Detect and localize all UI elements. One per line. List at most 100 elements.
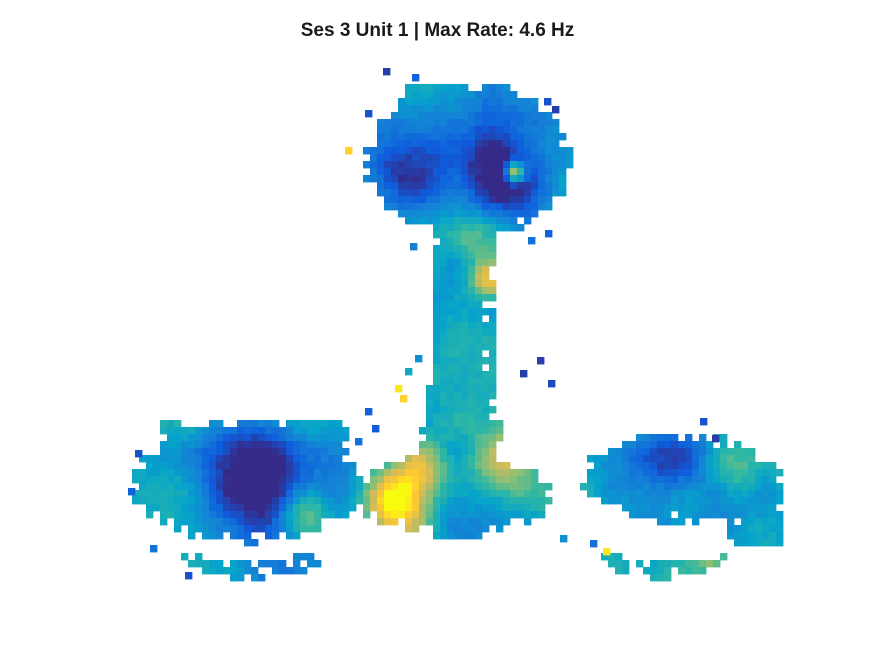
heatmap-cell (622, 441, 630, 449)
heatmap-cell (335, 448, 343, 456)
heatmap-cell (524, 182, 532, 190)
heatmap-cell (139, 490, 147, 498)
heatmap-cell (496, 154, 504, 162)
heatmap-cell (489, 427, 497, 435)
heatmap-cell (181, 553, 189, 561)
heatmap-cell (566, 154, 574, 162)
heatmap-cell (405, 126, 413, 134)
heatmap-cell (216, 427, 224, 435)
heatmap-cell (195, 553, 203, 561)
heatmap-cell (776, 518, 784, 526)
heatmap-cell (223, 490, 231, 498)
heatmap-cell (244, 420, 252, 428)
heatmap-cell (398, 196, 406, 204)
heatmap-cell (230, 560, 238, 568)
heatmap-cell (440, 98, 448, 106)
heatmap-cell (468, 378, 476, 386)
heatmap-cell (524, 217, 532, 225)
heatmap-cell (496, 147, 504, 155)
heatmap-cell (188, 462, 196, 470)
heatmap-cell (447, 217, 455, 225)
heatmap-cell (510, 126, 518, 134)
heatmap-cell (419, 168, 427, 176)
heatmap-cell (160, 441, 168, 449)
heatmap-cell (384, 168, 392, 176)
heatmap-cell (335, 427, 343, 435)
heatmap-cell (461, 182, 469, 190)
heatmap-cell (517, 119, 525, 127)
heatmap-cell (300, 511, 308, 519)
heatmap-cell (314, 497, 322, 505)
heatmap-cell (503, 147, 511, 155)
heatmap-cell (552, 154, 560, 162)
heatmap-cell (160, 511, 168, 519)
heatmap-cell (685, 434, 693, 442)
heatmap-cell (517, 490, 525, 498)
heatmap-cell (202, 525, 210, 533)
heatmap-cell (615, 497, 623, 505)
heatmap-cell (741, 448, 749, 456)
heatmap-cell (538, 511, 546, 519)
heatmap-cell (300, 490, 308, 498)
heatmap-cell (447, 245, 455, 253)
heatmap-cell (510, 504, 518, 512)
heatmap-cell (482, 287, 490, 295)
heatmap-cell (405, 182, 413, 190)
heatmap-cell (468, 336, 476, 344)
heatmap-cell (545, 497, 553, 505)
heatmap-cell (307, 553, 315, 561)
heatmap-cell (426, 413, 434, 421)
heatmap-cell (398, 112, 406, 120)
heatmap-cell (328, 448, 336, 456)
heatmap-cell (391, 175, 399, 183)
heatmap-cell (503, 175, 511, 183)
heatmap-cell (300, 427, 308, 435)
heatmap-cell (741, 476, 749, 484)
heatmap-cell (384, 140, 392, 148)
heatmap-cell (482, 105, 490, 113)
heatmap-cell (447, 273, 455, 281)
heatmap-cell (454, 266, 462, 274)
heatmap-cell (433, 105, 441, 113)
heatmap-cell (762, 539, 770, 547)
heatmap-cell (370, 497, 378, 505)
heatmap-cell (727, 490, 735, 498)
heatmap-cell (468, 357, 476, 365)
heatmap-cell (475, 287, 483, 295)
heatmap-cell (461, 462, 469, 470)
heatmap-cell (468, 105, 476, 113)
heatmap-cell (482, 91, 490, 99)
heatmap-cell (454, 161, 462, 169)
heatmap-cell (468, 259, 476, 267)
heatmap-cell (447, 189, 455, 197)
heatmap-cell (447, 371, 455, 379)
heatmap-cell (286, 455, 294, 463)
heatmap-cell (489, 336, 497, 344)
heatmap-cell (188, 434, 196, 442)
heatmap-cell (685, 490, 693, 498)
heatmap-cell (419, 441, 427, 449)
heatmap-cell (545, 483, 553, 491)
heatmap-cell (706, 511, 714, 519)
heatmap-cell (349, 497, 357, 505)
heatmap-cell (636, 560, 644, 568)
heatmap-stray-cell (128, 488, 136, 496)
heatmap-cell (405, 105, 413, 113)
heatmap-cell (489, 441, 497, 449)
heatmap-cell (181, 469, 189, 477)
heatmap-cell (440, 210, 448, 218)
heatmap-cell (384, 154, 392, 162)
heatmap-cell (321, 434, 329, 442)
heatmap-cell (419, 105, 427, 113)
heatmap-cell (482, 238, 490, 246)
heatmap-cell (489, 455, 497, 463)
heatmap-cell (531, 119, 539, 127)
heatmap-cell (496, 462, 504, 470)
heatmap-cell (468, 497, 476, 505)
heatmap-cell (153, 469, 161, 477)
heatmap-cell (601, 553, 609, 561)
heatmap-cell (748, 462, 756, 470)
heatmap-cell (321, 441, 329, 449)
heatmap-cell (468, 224, 476, 232)
heatmap-cell (468, 413, 476, 421)
